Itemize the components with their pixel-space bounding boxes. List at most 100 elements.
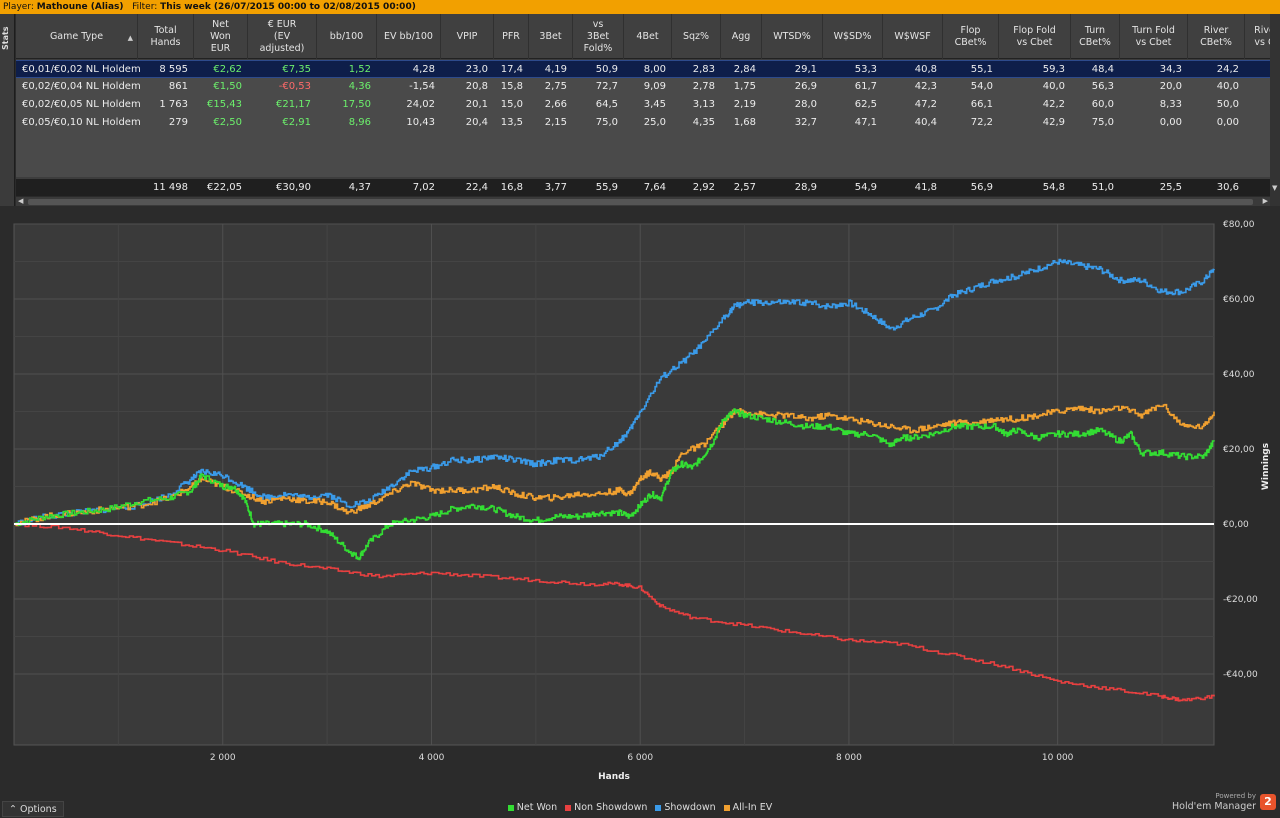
table-cell: 48,4 bbox=[1091, 64, 1114, 75]
table-cell: 2,19 bbox=[733, 99, 756, 110]
column-header[interactable]: 4Bet bbox=[624, 14, 672, 59]
table-row[interactable]: €0,02/€0,04 NL Holdem 861 €1,50 -€0,53 4,36 -… bbox=[16, 78, 1270, 96]
table-cell: 4,36 bbox=[348, 81, 371, 92]
column-header[interactable]: W$WSF bbox=[883, 14, 943, 59]
table-header: Game Type ▲ Total Hands Net Won EUR € EUR (E… bbox=[16, 14, 1270, 59]
column-header[interactable]: PFR bbox=[494, 14, 529, 59]
chart-legend: Net Won Non Showdown Showdown All-In EV bbox=[0, 802, 1280, 813]
column-header[interactable]: Flop Fold vs Cbet bbox=[999, 14, 1071, 59]
table-cell: 53,3 bbox=[854, 64, 877, 75]
totals-cell: 3,77 bbox=[544, 182, 567, 193]
table-row[interactable]: €0,05/€0,10 NL Holdem 279 €2,50 €2,91 8,96 10… bbox=[16, 114, 1270, 132]
table-cell: 20,1 bbox=[465, 99, 488, 110]
table-cell bbox=[1245, 114, 1270, 132]
table-cell: 72,7 bbox=[595, 81, 618, 92]
totals-cell: 54,9 bbox=[854, 182, 877, 193]
options-label: Options bbox=[19, 804, 57, 815]
table-cell: 1 763 bbox=[159, 99, 188, 110]
scroll-right-icon[interactable]: ▶ bbox=[1262, 197, 1268, 205]
table-cell: 2,66 bbox=[544, 99, 567, 110]
totals-cell: 55,9 bbox=[595, 182, 618, 193]
column-header[interactable]: bb/100 bbox=[317, 14, 377, 59]
table-cell: €2,50 bbox=[213, 117, 242, 128]
table-cell: 47,2 bbox=[914, 99, 937, 110]
table-cell bbox=[1245, 61, 1270, 79]
table-cell: 32,7 bbox=[794, 117, 817, 128]
vertical-scrollbar[interactable]: ▼ bbox=[1270, 14, 1280, 206]
options-button[interactable]: ⌃ Options bbox=[2, 801, 64, 817]
column-header[interactable]: Turn CBet% bbox=[1071, 14, 1120, 59]
table-cell: 2,78 bbox=[692, 81, 715, 92]
x-tick-label: 6 000 bbox=[627, 753, 653, 763]
legend-swatch bbox=[655, 804, 662, 811]
table-cell: 17,50 bbox=[342, 99, 371, 110]
column-header[interactable]: River CBet% bbox=[1188, 14, 1245, 59]
legend-item[interactable]: All-In EV bbox=[723, 802, 772, 813]
column-header[interactable]: W$SD% bbox=[823, 14, 883, 59]
y-axis-label: Winnings bbox=[1261, 443, 1271, 490]
table-cell: 50,0 bbox=[1216, 99, 1239, 110]
totals-cell bbox=[16, 179, 138, 196]
totals-cell: 7,64 bbox=[643, 182, 666, 193]
table-cell: 0,00 bbox=[1159, 117, 1182, 128]
column-header[interactable]: 3Bet bbox=[529, 14, 573, 59]
column-header[interactable]: Agg bbox=[721, 14, 762, 59]
column-header[interactable]: Rive vs C bbox=[1245, 14, 1270, 59]
y-tick-label: -€40,00 bbox=[1223, 670, 1258, 680]
table-cell: 55,1 bbox=[970, 64, 993, 75]
scroll-left-icon[interactable]: ◀ bbox=[18, 197, 24, 205]
legend-item[interactable]: Non Showdown bbox=[565, 802, 647, 813]
legend-item[interactable]: Net Won bbox=[507, 802, 558, 813]
table-cell: 13,5 bbox=[500, 117, 523, 128]
x-tick-label: 8 000 bbox=[836, 753, 862, 763]
column-header[interactable]: Total Hands bbox=[138, 14, 194, 59]
column-header[interactable]: Net Won EUR bbox=[194, 14, 248, 59]
table-cell: 75,0 bbox=[1091, 117, 1114, 128]
column-header[interactable]: € EUR (EV adjusted) bbox=[248, 14, 317, 59]
table-row[interactable]: €0,01/€0,02 NL Holdem 8 595 €2,62 €7,35 1,52… bbox=[16, 60, 1270, 78]
y-tick-label: €80,00 bbox=[1223, 220, 1255, 230]
table-cell: 2,83 bbox=[692, 64, 715, 75]
table-cell: €0,01/€0,02 NL Holdem bbox=[22, 64, 141, 75]
column-header[interactable]: VPIP bbox=[441, 14, 494, 59]
y-tick-label: €20,00 bbox=[1223, 445, 1255, 455]
column-header[interactable]: Game Type ▲ bbox=[16, 14, 138, 59]
column-header[interactable]: Flop CBet% bbox=[943, 14, 999, 59]
column-header[interactable]: vs 3Bet Fold% bbox=[573, 14, 624, 59]
y-tick-label: €0,00 bbox=[1223, 520, 1249, 530]
totals-cell: 4,37 bbox=[348, 182, 371, 193]
table-cell: 2,15 bbox=[544, 117, 567, 128]
totals-cell: 41,8 bbox=[914, 182, 937, 193]
filter-value[interactable]: This week (26/07/2015 00:00 to 02/08/201… bbox=[160, 2, 416, 12]
winnings-graph: €80,00 €60,00 €40,00 €20,00 €0,00 -€20,00 -€40… bbox=[0, 206, 1280, 800]
table-cell: 3,45 bbox=[643, 99, 666, 110]
column-header[interactable]: Sqz% bbox=[672, 14, 721, 59]
legend-label: Non Showdown bbox=[574, 802, 648, 813]
table-cell: 24,2 bbox=[1216, 64, 1239, 75]
stats-table: Game Type ▲ Total Hands Net Won EUR € EUR (E… bbox=[16, 14, 1270, 206]
x-tick-label: 2 000 bbox=[210, 753, 236, 763]
legend-item[interactable]: Showdown bbox=[655, 802, 716, 813]
plot-area bbox=[13, 223, 1215, 746]
sort-ascending-icon: ▲ bbox=[127, 34, 133, 42]
column-header[interactable]: EV bb/100 bbox=[377, 14, 441, 59]
table-cell: 15,8 bbox=[500, 81, 523, 92]
table-body: €0,01/€0,02 NL Holdem 8 595 €2,62 €7,35 1,52… bbox=[16, 60, 1270, 177]
table-cell: 40,8 bbox=[914, 64, 937, 75]
legend-label: Net Won bbox=[516, 802, 558, 813]
scrollbar-thumb[interactable] bbox=[28, 199, 1253, 205]
column-header[interactable]: Turn Fold vs Cbet bbox=[1120, 14, 1188, 59]
table-row[interactable]: €0,02/€0,05 NL Holdem 1 763 €15,43 €21,17 17… bbox=[16, 96, 1270, 114]
table-cell: €0,05/€0,10 NL Holdem bbox=[22, 117, 141, 128]
table-cell bbox=[1245, 78, 1270, 96]
table-cell: 60,0 bbox=[1091, 99, 1114, 110]
y-tick-label: €60,00 bbox=[1223, 295, 1255, 305]
stats-tab[interactable]: Stats bbox=[0, 14, 15, 206]
scroll-down-icon[interactable]: ▼ bbox=[1272, 184, 1278, 192]
column-header[interactable]: WTSD% bbox=[762, 14, 823, 59]
player-name[interactable]: Mathoune (Alias) bbox=[36, 2, 124, 12]
table-cell: 0,00 bbox=[1216, 117, 1239, 128]
table-cell: €2,62 bbox=[213, 64, 242, 75]
horizontal-scrollbar[interactable]: ◀ ▶ bbox=[16, 196, 1270, 206]
table-cell: 54,0 bbox=[970, 81, 993, 92]
